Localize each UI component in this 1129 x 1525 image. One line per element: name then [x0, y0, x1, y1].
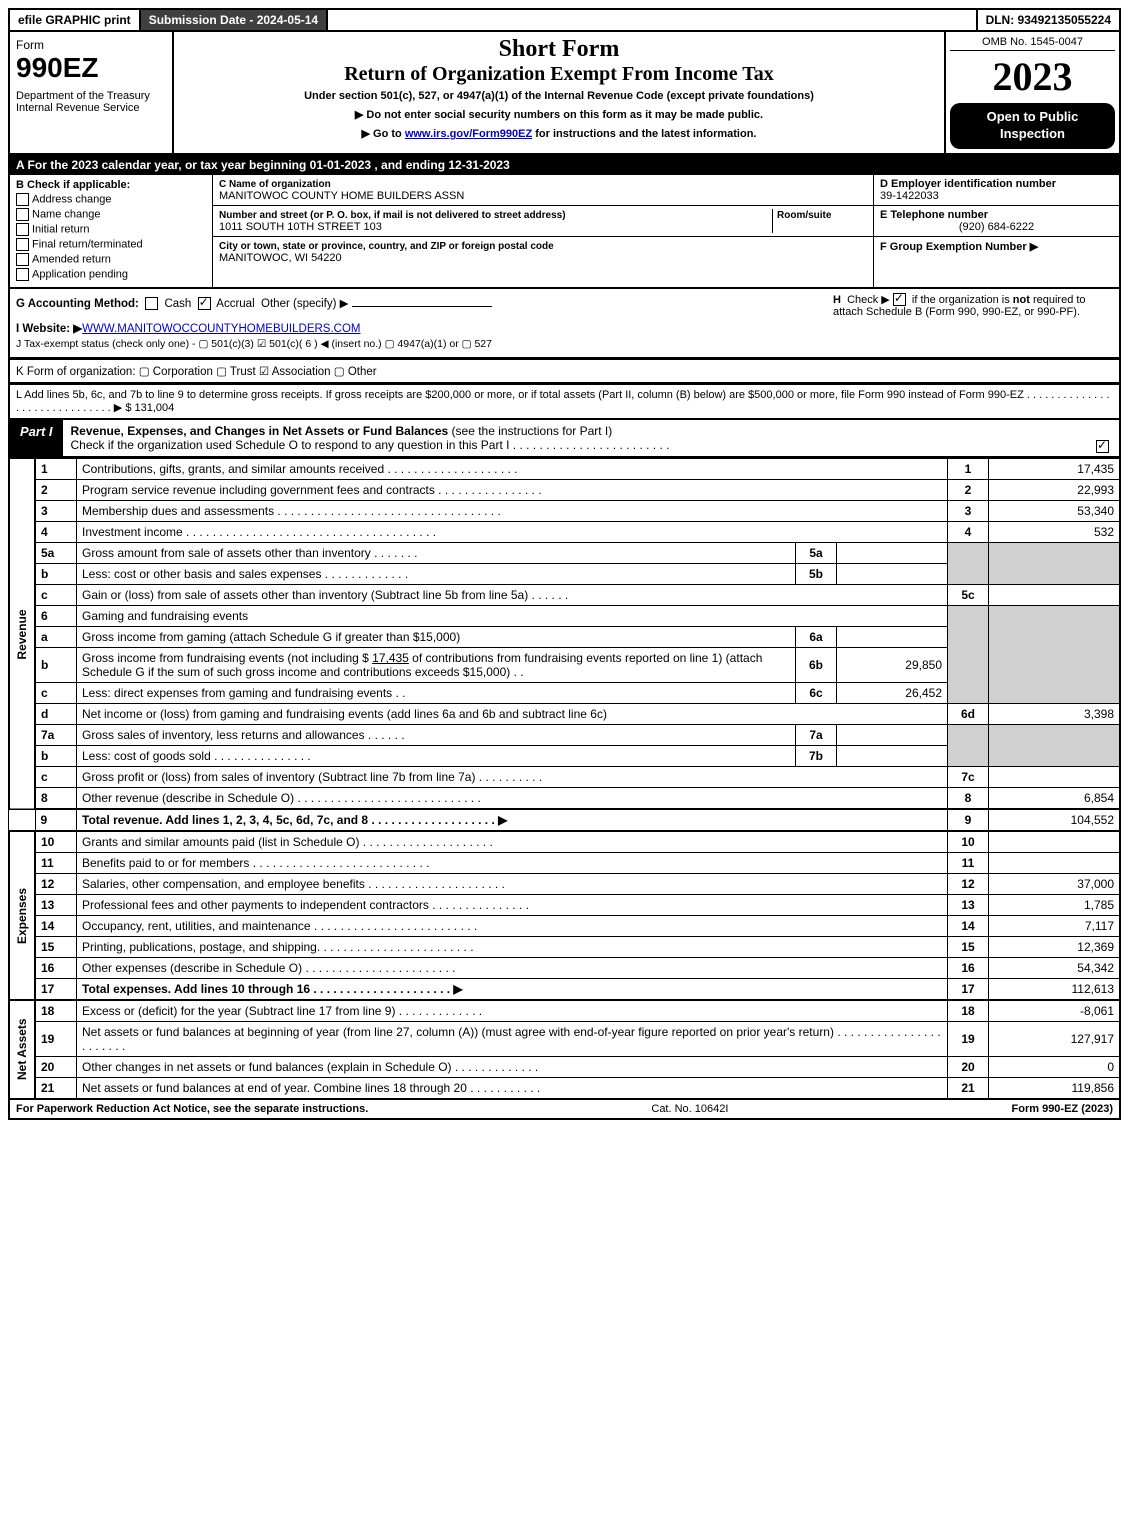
form-header: Form 990EZ Department of the Treasury In…	[8, 30, 1121, 155]
omb-number: OMB No. 1545-0047	[950, 36, 1115, 51]
revenue-side-label: Revenue	[9, 459, 35, 810]
ssn-warning: ▶ Do not enter social security numbers o…	[184, 108, 934, 121]
gross-receipts-note: L Add lines 5b, 6c, and 7b to line 9 to …	[8, 384, 1121, 420]
line-2-value: 22,993	[989, 480, 1121, 501]
line-3-value: 53,340	[989, 501, 1121, 522]
form-of-org: K Form of organization: ▢ Corporation ▢ …	[8, 359, 1121, 384]
open-to-public-badge: Open to Public Inspection	[950, 103, 1115, 149]
chk-name-change[interactable]: Name change	[16, 208, 206, 221]
page-footer: For Paperwork Reduction Act Notice, see …	[8, 1100, 1121, 1120]
phone-label: E Telephone number	[880, 209, 988, 221]
part-1-table: Revenue 1 Contributions, gifts, grants, …	[8, 458, 1121, 1100]
form-id-footer: Form 990-EZ (2023)	[1012, 1103, 1113, 1115]
omb-year-block: OMB No. 1545-0047 2023 Open to Public In…	[946, 32, 1119, 153]
chk-application-pending[interactable]: Application pending	[16, 268, 206, 281]
part-1-label: Part I	[10, 420, 63, 456]
line-19-value: 127,917	[989, 1022, 1121, 1057]
form-word: Form	[16, 38, 166, 52]
part-1-sched-o-check[interactable]	[1089, 420, 1119, 456]
tax-year: 2023	[950, 57, 1115, 97]
part-1-title: Revenue, Expenses, and Changes in Net As…	[63, 420, 1089, 456]
org-name-label: C Name of organization	[219, 179, 331, 190]
info-block-g-l: G Accounting Method: Cash Accrual Other …	[8, 289, 1121, 360]
tax-exempt-status: J Tax-exempt status (check only one) - ▢…	[16, 338, 1113, 350]
net-assets-side-label: Net Assets	[9, 1000, 35, 1099]
form-title-block: Short Form Return of Organization Exempt…	[174, 32, 946, 153]
line-4-value: 532	[989, 522, 1121, 543]
line-18-value: -8,061	[989, 1000, 1121, 1022]
form-number: 990EZ	[16, 52, 166, 84]
section-b-entity: B Check if applicable: Address change Na…	[8, 175, 1121, 289]
efile-print-btn[interactable]: efile GRAPHIC print	[10, 10, 141, 30]
line-15-value: 12,369	[989, 937, 1121, 958]
room-suite-label: Room/suite	[777, 210, 831, 221]
street-address: 1011 SOUTH 10TH STREET 103	[219, 221, 382, 233]
chk-final-return[interactable]: Final return/terminated	[16, 238, 206, 251]
line-9-value: 104,552	[989, 809, 1121, 831]
dln: DLN: 93492135055224	[976, 10, 1119, 30]
line-6c-value: 26,452	[837, 683, 948, 704]
accounting-method: G Accounting Method: Cash Accrual Other …	[16, 296, 825, 310]
line-17-value: 112,613	[989, 979, 1121, 1001]
group-exemption-label: F Group Exemption Number ▶	[880, 241, 1038, 253]
chk-not-required-sched-b[interactable]	[893, 293, 906, 306]
ein-label: D Employer identification number	[880, 178, 1056, 190]
top-bar: efile GRAPHIC print Submission Date - 20…	[8, 8, 1121, 30]
schedule-b-check: H Check ▶ if the organization is not req…	[825, 293, 1113, 319]
phone-value: (920) 684-6222	[880, 221, 1113, 233]
line-16-value: 54,342	[989, 958, 1121, 979]
dept-treasury: Department of the Treasury Internal Reve…	[16, 90, 166, 114]
ein-value: 39-1422033	[880, 190, 939, 202]
form-subtitle: Under section 501(c), 527, or 4947(a)(1)…	[184, 90, 934, 102]
line-13-value: 1,785	[989, 895, 1121, 916]
city-state-zip: MANITOWOC, WI 54220	[219, 252, 342, 264]
line-14-value: 7,117	[989, 916, 1121, 937]
line-12-value: 37,000	[989, 874, 1121, 895]
website-link[interactable]: WWW.MANITOWOCCOUNTYHOMEBUILDERS.COM	[82, 323, 360, 335]
check-if-applicable: B Check if applicable: Address change Na…	[10, 175, 213, 287]
expenses-side-label: Expenses	[9, 831, 35, 1000]
line-8-value: 6,854	[989, 788, 1121, 810]
form-title: Return of Organization Exempt From Incom…	[184, 63, 934, 86]
cat-no: Cat. No. 10642I	[651, 1103, 728, 1115]
city-label: City or town, state or province, country…	[219, 241, 554, 252]
street-label: Number and street (or P. O. box, if mail…	[219, 210, 566, 221]
row-a-tax-year: A For the 2023 calendar year, or tax yea…	[8, 155, 1121, 175]
paperwork-notice: For Paperwork Reduction Act Notice, see …	[16, 1103, 368, 1115]
line-6b-value: 29,850	[837, 648, 948, 683]
chk-amended-return[interactable]: Amended return	[16, 253, 206, 266]
line-21-value: 119,856	[989, 1078, 1121, 1100]
chk-address-change[interactable]: Address change	[16, 193, 206, 206]
website-line: I Website: ▶WWW.MANITOWOCCOUNTYHOMEBUILD…	[16, 321, 1113, 335]
line-6d-value: 3,398	[989, 704, 1121, 725]
org-name: MANITOWOC COUNTY HOME BUILDERS ASSN	[219, 190, 464, 202]
line-20-value: 0	[989, 1057, 1121, 1078]
org-address-block: C Name of organization MANITOWOC COUNTY …	[213, 175, 874, 287]
irs-link-line: ▶ Go to www.irs.gov/Form990EZ for instru…	[184, 127, 934, 140]
part-1-header: Part I Revenue, Expenses, and Changes in…	[8, 420, 1121, 458]
ein-phone-block: D Employer identification number 39-1422…	[874, 175, 1119, 287]
submission-date: Submission Date - 2024-05-14	[141, 10, 328, 30]
short-form-label: Short Form	[184, 36, 934, 63]
chk-initial-return[interactable]: Initial return	[16, 223, 206, 236]
line-1-value: 17,435	[989, 459, 1121, 480]
irs-link[interactable]: www.irs.gov/Form990EZ	[405, 128, 532, 140]
form-id-block: Form 990EZ Department of the Treasury In…	[10, 32, 174, 153]
